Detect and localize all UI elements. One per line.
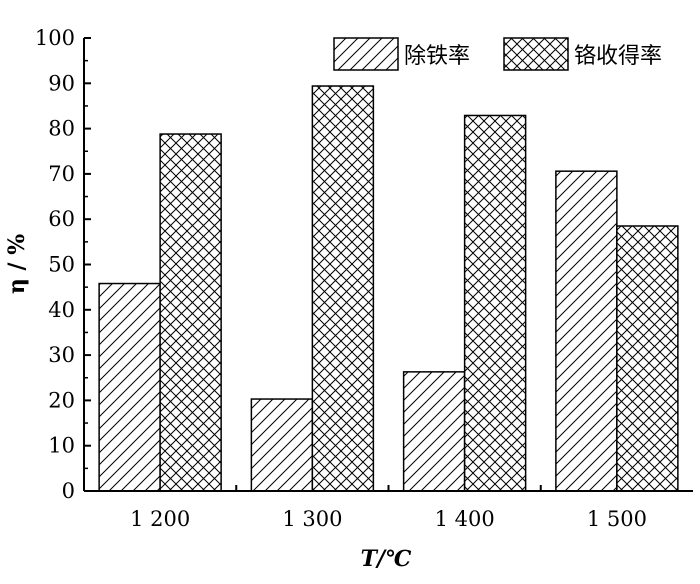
bar-series-1-cat-3 — [402, 371, 466, 492]
bar-series-2-cat-4 — [616, 225, 679, 492]
bar-series-2-cat-3 — [463, 114, 527, 492]
bar-series-1-cat-2 — [250, 398, 314, 492]
y-tick-label: 80 — [48, 117, 75, 141]
bar-series-2-cat-1 — [159, 133, 222, 492]
y-tick-label: 20 — [48, 388, 75, 412]
y-tick-label: 70 — [48, 162, 75, 186]
legend-swatch-series-2 — [503, 37, 569, 71]
x-axis-title: T/℃ — [361, 546, 412, 572]
legend: 除铁率 铬收得率 — [333, 37, 662, 71]
y-tick-label: 30 — [48, 343, 75, 367]
bar-series-1-cat-4 — [555, 170, 618, 492]
legend-label-series-2: 铬收得率 — [574, 44, 662, 69]
y-axis-title: η / % — [4, 234, 30, 294]
y-tick-label: 50 — [48, 253, 75, 277]
y-axis: 0 10 20 30 40 50 60 70 80 90 100 — [35, 26, 91, 503]
x-tick-label: 1 400 — [435, 507, 495, 531]
y-tick-label: 90 — [48, 71, 75, 95]
legend-label-series-1: 除铁率 — [404, 44, 470, 69]
bars-group — [98, 85, 679, 492]
y-tick-label: 10 — [48, 434, 75, 458]
y-tick-label: 40 — [48, 298, 75, 322]
x-tick-label: 1 300 — [282, 507, 342, 531]
y-tick-label: 60 — [48, 207, 75, 231]
legend-swatch-series-1 — [333, 37, 399, 71]
y-tick-label: 0 — [62, 479, 75, 503]
y-tick-label: 100 — [35, 26, 75, 50]
x-tick-label: 1 200 — [130, 507, 190, 531]
x-tick-label: 1 500 — [587, 507, 647, 531]
x-axis: 1 200 1 300 1 400 1 500 — [84, 485, 693, 531]
bar-series-2-cat-2 — [311, 85, 375, 492]
bar-series-1-cat-1 — [98, 282, 161, 492]
